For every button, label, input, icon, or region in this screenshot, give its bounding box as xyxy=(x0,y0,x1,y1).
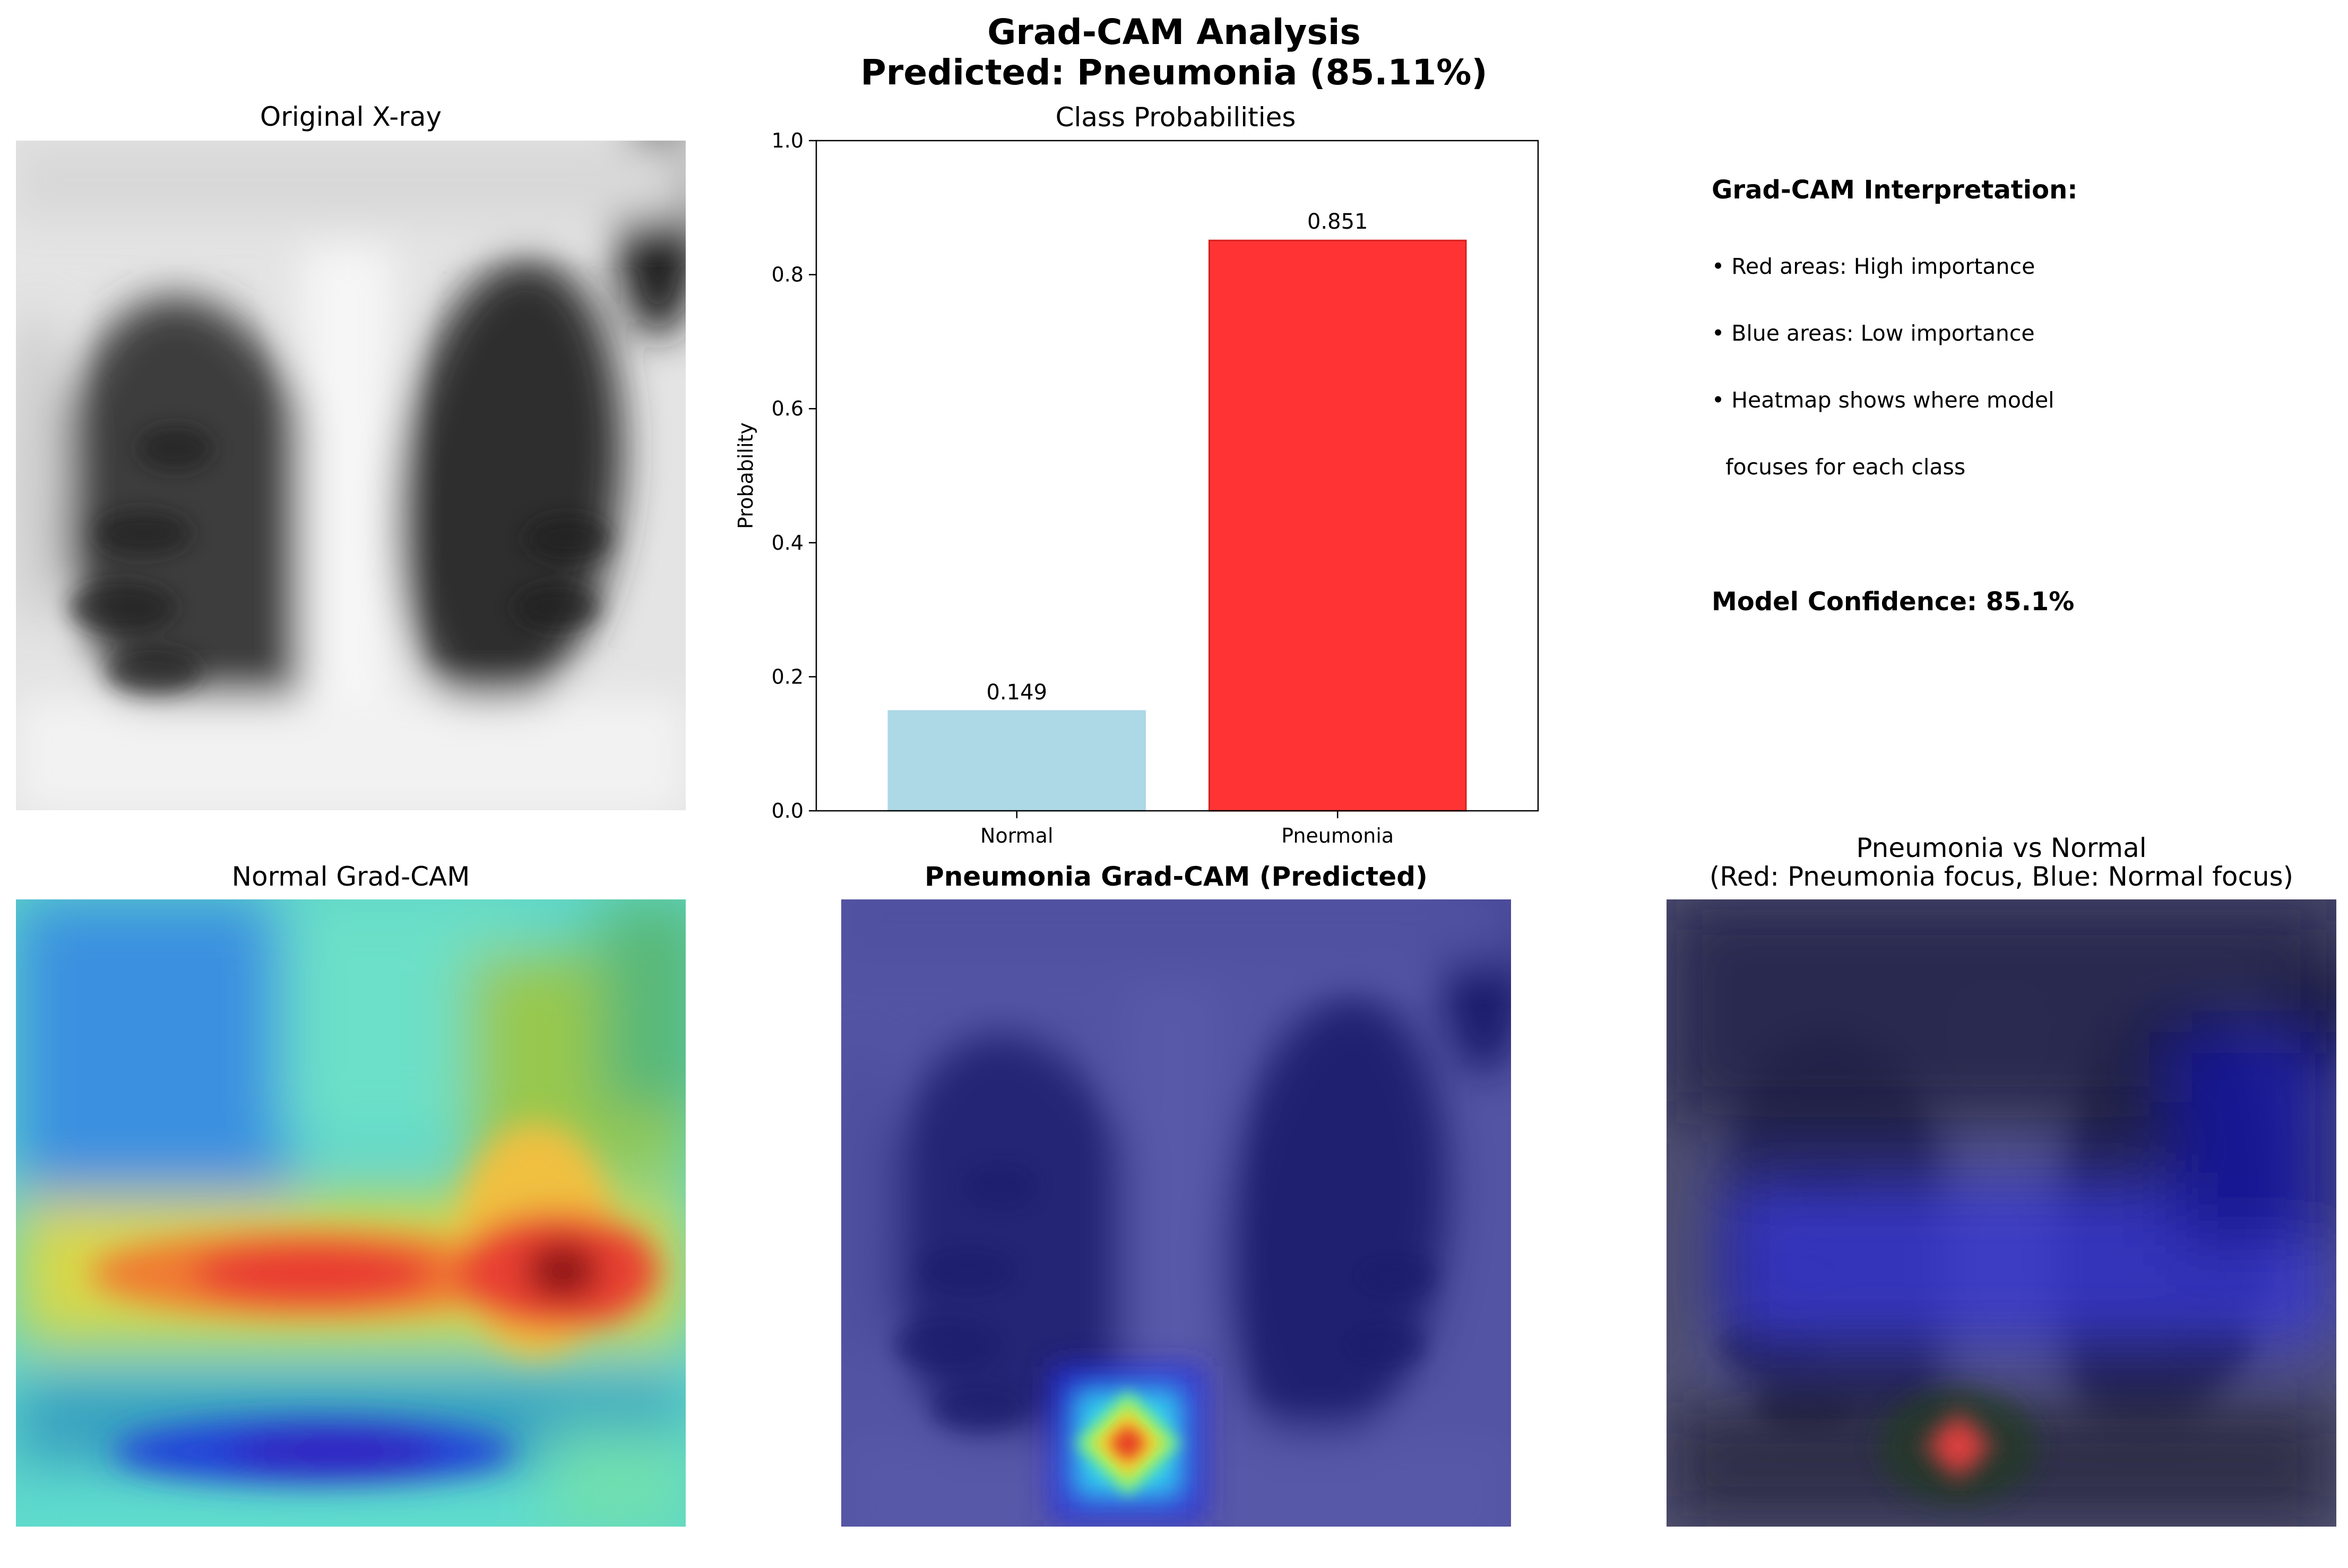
chart-title: Class Probabilities xyxy=(1056,102,1296,133)
x-tick-label: Pneumonia xyxy=(1281,824,1394,847)
y-tick-label: 0.4 xyxy=(772,531,804,555)
normal-gradcam-heatmap xyxy=(16,899,686,1527)
x-tick-label: Normal xyxy=(980,824,1054,847)
figure-subtitle: Predicted: Pneumonia (85.11%) xyxy=(860,52,1488,93)
pneumonia-gradcam-title: Pneumonia Grad-CAM (Predicted) xyxy=(925,861,1428,892)
pneumonia-vs-normal-map xyxy=(1667,899,2336,1527)
bar-value-label: 0.851 xyxy=(1307,210,1368,234)
interpretation-bullet: • Red areas: High importance xyxy=(1712,254,2035,279)
figure-title: Grad-CAM Analysis xyxy=(987,12,1361,53)
y-tick-label: 1.0 xyxy=(772,129,804,152)
model-confidence: Model Confidence: 85.1% xyxy=(1712,587,2075,617)
y-tick-label: 0.2 xyxy=(772,665,804,688)
interpretation-bullet: • Heatmap shows where model xyxy=(1712,387,2054,413)
original-xray-title: Original X-ray xyxy=(260,101,442,132)
normal-gradcam-title: Normal Grad-CAM xyxy=(231,861,470,892)
y-axis-label: Probability xyxy=(734,422,757,529)
interpretation-heading: Grad-CAM Interpretation: xyxy=(1712,175,2078,205)
chart-frame xyxy=(815,140,1539,812)
bar-pneumonia xyxy=(1208,239,1467,812)
comparison-title: Pneumonia vs Normal xyxy=(1856,833,2147,863)
interpretation-bullet: focuses for each class xyxy=(1712,454,1966,480)
original-xray-image xyxy=(16,141,686,810)
y-tick-label: 0.6 xyxy=(772,397,804,420)
y-tick-label: 0.8 xyxy=(772,263,804,287)
y-tick-label: 0.0 xyxy=(772,799,804,822)
bar-normal xyxy=(887,710,1146,812)
interpretation-bullet: • Blue areas: Low importance xyxy=(1712,320,2035,346)
pneumonia-gradcam-heatmap xyxy=(841,899,1511,1527)
class-probabilities-chart: Class Probabilities 0.0 0.2 0.4 0.6 0.8 1.0 0… xyxy=(706,101,1576,860)
comparison-subtitle: (Red: Pneumonia focus, Blue: Normal focu… xyxy=(1709,861,2294,892)
bar-value-label: 0.149 xyxy=(987,680,1048,705)
